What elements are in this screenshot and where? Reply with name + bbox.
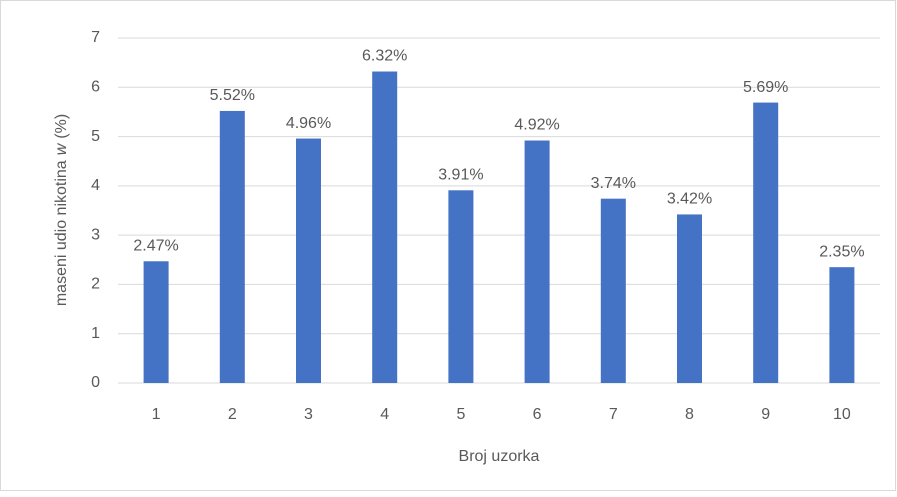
- y-tick-label: 4: [91, 177, 100, 194]
- bar: [524, 140, 550, 383]
- y-tick-label: 7: [91, 29, 100, 46]
- bar: [448, 190, 474, 383]
- x-tick-label: 1: [152, 406, 161, 423]
- bar: [296, 138, 321, 383]
- x-axis-label: Broj uzorka: [459, 448, 540, 465]
- data-label: 3.42%: [667, 191, 712, 208]
- bar: [143, 261, 169, 383]
- data-label: 3.74%: [591, 175, 636, 192]
- x-tick-label: 10: [833, 406, 851, 423]
- data-label: 5.52%: [210, 87, 255, 104]
- y-label-unit: (%): [53, 114, 70, 139]
- bar: [219, 110, 245, 383]
- x-tick-label: 5: [456, 406, 465, 423]
- y-tick-label: 0: [91, 374, 100, 391]
- data-label: 4.92%: [514, 117, 559, 134]
- x-tick-label: 4: [380, 406, 389, 423]
- y-axis-label: maseni udio nikotina w (%): [53, 114, 70, 306]
- y-tick-label: 1: [91, 325, 100, 342]
- data-label: 6.32%: [362, 48, 407, 65]
- y-tick-label: 3: [91, 226, 100, 243]
- x-tick-label: 6: [533, 406, 542, 423]
- y-label-text: maseni udio nikotina: [53, 160, 70, 306]
- x-tick-label: 3: [304, 406, 313, 423]
- bar: [829, 267, 855, 383]
- bar: [753, 102, 779, 384]
- data-label: 2.35%: [819, 243, 864, 260]
- y-label-symbol: w: [53, 142, 70, 155]
- data-label: 4.96%: [286, 115, 331, 132]
- x-tick-label: 2: [228, 406, 237, 423]
- bar: [372, 71, 398, 383]
- x-tick-label: 8: [685, 406, 694, 423]
- bar: [677, 214, 702, 383]
- y-tick-label: 6: [91, 79, 100, 96]
- bar: [600, 198, 626, 383]
- data-label: 5.69%: [743, 79, 788, 96]
- y-tick-label: 2: [91, 276, 100, 293]
- x-tick-label: 9: [761, 406, 770, 423]
- x-tick-label: 7: [609, 406, 618, 423]
- data-label: 3.91%: [438, 167, 483, 184]
- data-label: 2.47%: [133, 237, 178, 254]
- y-tick-label: 5: [91, 128, 100, 145]
